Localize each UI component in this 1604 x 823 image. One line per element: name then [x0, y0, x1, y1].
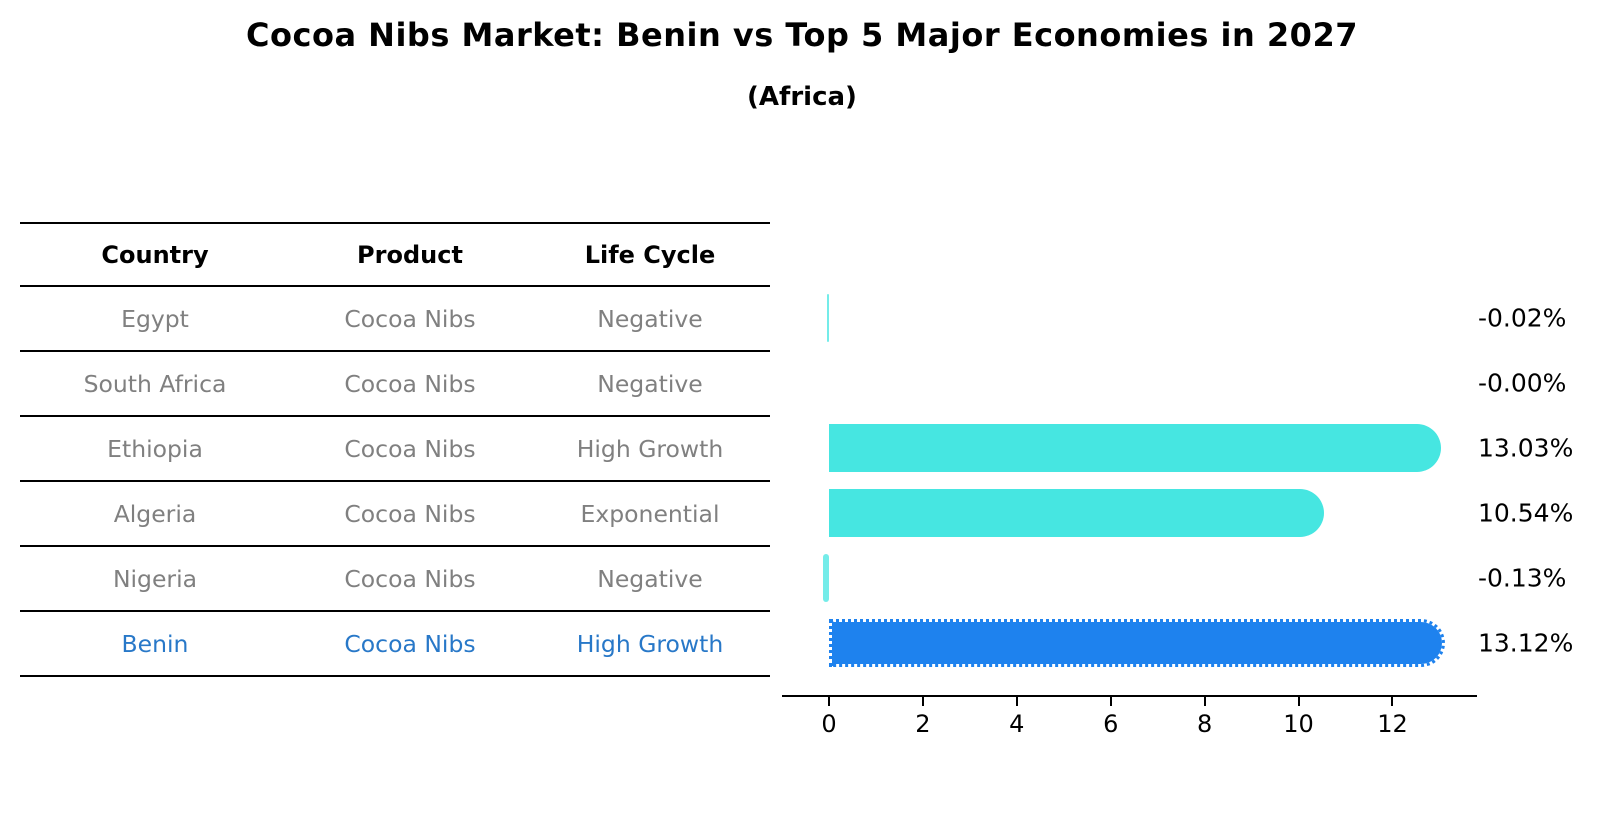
table-cell-country: South Africa — [83, 369, 227, 398]
x-axis-tick-label: 2 — [915, 710, 931, 738]
table-cell-product: Cocoa Nibs — [344, 564, 476, 593]
chart-title: Cocoa Nibs Market: Benin vs Top 5 Major … — [246, 16, 1358, 54]
table-row: Ethiopia Cocoa Nibs High Growth — [20, 417, 770, 482]
table-header-cell: Product — [357, 240, 463, 269]
table-header-row: Country Product Life Cycle — [20, 224, 770, 287]
bar-ethiopia — [828, 423, 1441, 472]
bar-value-label: 13.03% — [1478, 433, 1574, 462]
table-row: South Africa Cocoa Nibs Negative — [20, 352, 770, 417]
x-axis-tick-label: 10 — [1283, 710, 1314, 738]
table-cell-product: Cocoa Nibs — [344, 369, 476, 398]
bar-egypt — [826, 293, 829, 342]
table-cell-country: Nigeria — [112, 564, 198, 593]
table-cell-life_cycle: Exponential — [580, 499, 720, 528]
table-header-cell: Country — [101, 240, 209, 269]
table-cell-product: Cocoa Nibs — [344, 499, 476, 528]
chart-subtitle: (Africa) — [747, 82, 857, 112]
bar-value-label: -0.13% — [1478, 563, 1567, 592]
table-cell-life_cycle: High Growth — [576, 434, 724, 463]
table-row: Benin Cocoa Nibs High Growth — [20, 612, 770, 677]
x-axis-line — [782, 695, 1477, 697]
table-row: Egypt Cocoa Nibs Negative — [20, 287, 770, 352]
x-axis-tick-label: 6 — [1103, 710, 1119, 738]
x-axis-tick-label: 4 — [1009, 710, 1025, 738]
table-row: Nigeria Cocoa Nibs Negative — [20, 547, 770, 612]
x-axis-tick — [1203, 696, 1206, 706]
x-axis-tick — [921, 696, 924, 706]
table-cell-product: Cocoa Nibs — [344, 304, 476, 333]
bar-value-label: -0.00% — [1478, 368, 1567, 397]
bar-nigeria — [822, 553, 829, 602]
table-cell-life_cycle: Negative — [597, 564, 703, 593]
x-axis-tick — [1015, 696, 1018, 706]
bar-algeria — [828, 488, 1324, 537]
x-axis-tick-label: 12 — [1377, 710, 1408, 738]
bar-value-label: -0.02% — [1478, 303, 1567, 332]
x-axis-tick-label: 0 — [821, 710, 837, 738]
table-cell-country: Egypt — [121, 304, 189, 333]
x-axis-tick — [827, 696, 830, 706]
country-table: Country Product Life Cycle Egypt Cocoa Nibs… — [20, 222, 770, 677]
table-cell-product: Cocoa Nibs — [344, 629, 476, 658]
bar-benin — [828, 618, 1446, 667]
table-cell-life_cycle: High Growth — [576, 629, 724, 658]
table-cell-life_cycle: Negative — [597, 369, 703, 398]
table-cell-country: Algeria — [113, 499, 197, 528]
bar-value-label: 10.54% — [1478, 498, 1574, 527]
table-body: Egypt Cocoa Nibs Negative South Africa Cocoa… — [20, 287, 770, 677]
bar-value-label: 13.12% — [1478, 628, 1574, 657]
table-cell-country: Benin — [121, 629, 189, 658]
x-axis-tick-label: 8 — [1196, 710, 1213, 738]
table-cell-life_cycle: Negative — [597, 304, 703, 333]
table-cell-country: Ethiopia — [107, 434, 203, 463]
x-axis-tick — [1391, 696, 1394, 706]
x-axis-tick — [1109, 696, 1112, 706]
x-axis-tick — [1297, 696, 1300, 706]
table-row: Algeria Cocoa Nibs Exponential — [20, 482, 770, 547]
table-header-cell: Life Cycle — [584, 240, 716, 269]
table-cell-product: Cocoa Nibs — [344, 434, 476, 463]
